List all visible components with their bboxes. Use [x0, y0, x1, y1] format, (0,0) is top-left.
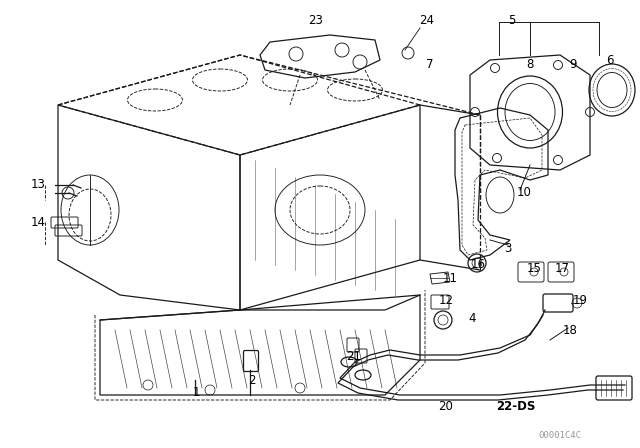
- Text: 12: 12: [438, 293, 454, 306]
- Text: 21: 21: [346, 349, 362, 362]
- Text: 4: 4: [468, 311, 476, 324]
- Text: 8: 8: [526, 59, 534, 72]
- Text: 14: 14: [31, 215, 45, 228]
- Text: 24: 24: [419, 13, 435, 26]
- Text: 22-DS: 22-DS: [496, 400, 536, 413]
- Text: 13: 13: [31, 178, 45, 191]
- Text: 20: 20: [438, 400, 453, 413]
- Text: 7: 7: [426, 59, 434, 72]
- Text: 23: 23: [308, 13, 323, 26]
- Text: 15: 15: [527, 262, 541, 275]
- Text: 3: 3: [504, 241, 512, 254]
- Text: 18: 18: [563, 323, 577, 336]
- Text: 5: 5: [508, 13, 516, 26]
- Text: 2: 2: [248, 374, 256, 387]
- Text: 9: 9: [569, 59, 577, 72]
- Text: 11: 11: [442, 271, 458, 284]
- Text: 00001C4C: 00001C4C: [538, 431, 582, 439]
- Text: 17: 17: [554, 262, 570, 275]
- Text: 6: 6: [606, 53, 614, 66]
- Text: 10: 10: [516, 185, 531, 198]
- Text: 16: 16: [470, 258, 486, 271]
- Text: 19: 19: [573, 293, 588, 306]
- Text: 1: 1: [192, 385, 200, 399]
